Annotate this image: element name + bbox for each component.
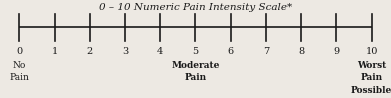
Text: 2: 2: [87, 47, 93, 56]
Text: 9: 9: [334, 47, 339, 56]
Text: 7: 7: [263, 47, 269, 56]
Text: Pain: Pain: [185, 74, 206, 83]
Text: 4: 4: [157, 47, 163, 56]
Text: 1: 1: [52, 47, 58, 56]
Text: 6: 6: [228, 47, 234, 56]
Text: No: No: [13, 61, 26, 70]
Text: 8: 8: [298, 47, 304, 56]
Text: 3: 3: [122, 47, 128, 56]
Text: Pain: Pain: [9, 74, 29, 83]
Text: 5: 5: [192, 47, 199, 56]
Text: 0: 0: [16, 47, 22, 56]
Text: Worst: Worst: [357, 61, 386, 70]
Text: 0 – 10 Numeric Pain Intensity Scale*: 0 – 10 Numeric Pain Intensity Scale*: [99, 3, 292, 12]
Text: Possible: Possible: [351, 86, 391, 95]
Text: Moderate: Moderate: [171, 61, 220, 70]
Text: 10: 10: [366, 47, 378, 56]
Text: Pain: Pain: [361, 74, 383, 83]
